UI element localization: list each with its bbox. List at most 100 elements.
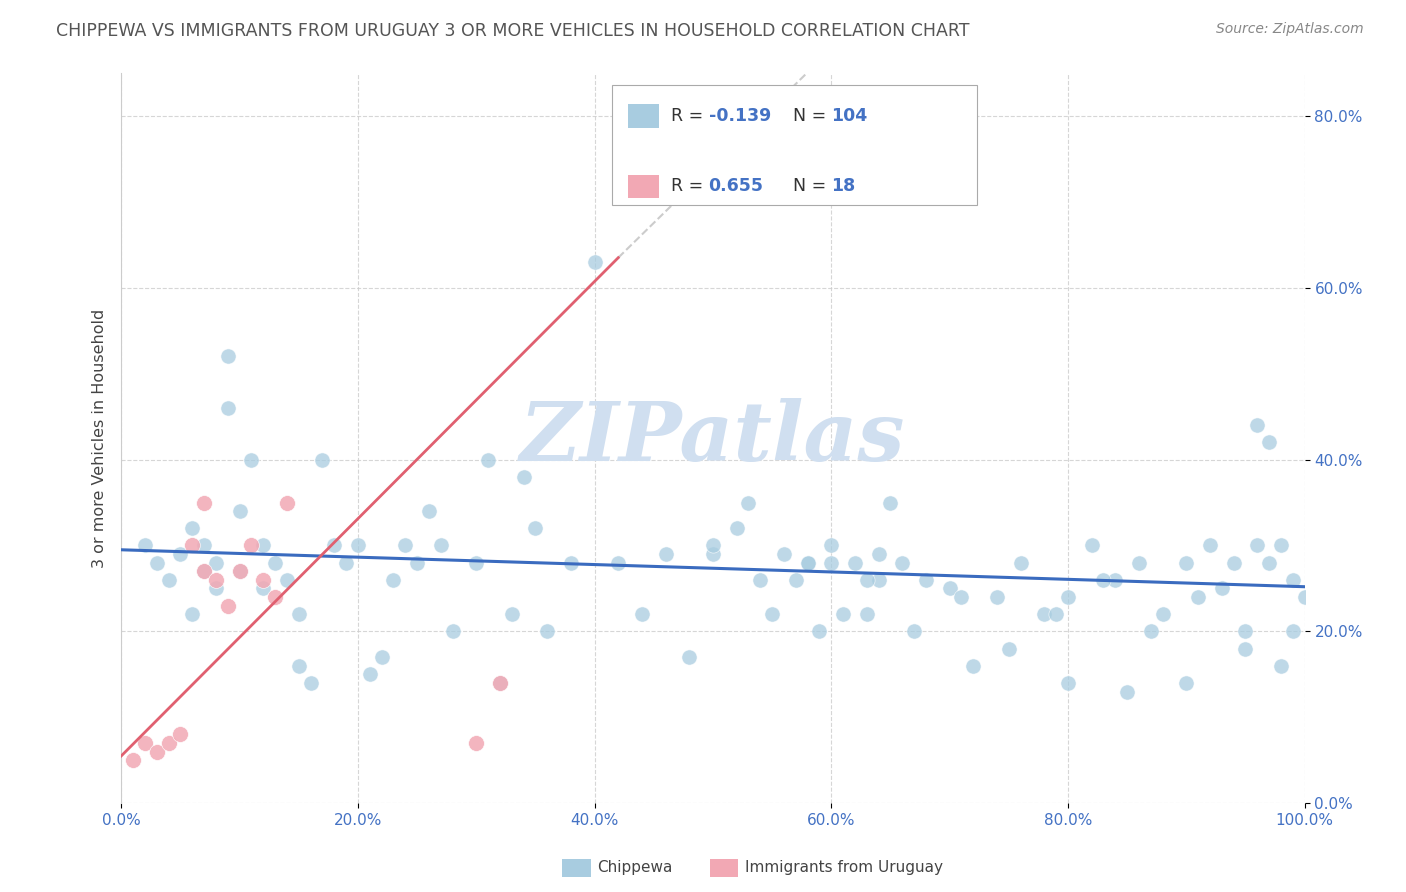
Point [1270, 658, 1292, 673]
Point [1258, 556, 1281, 570]
Point [938, 582, 960, 596]
Point [157, 573, 180, 587]
Point [725, 521, 748, 535]
Point [228, 564, 250, 578]
Point [193, 495, 215, 509]
Point [169, 727, 191, 741]
Point [489, 676, 512, 690]
Point [1282, 573, 1305, 587]
Text: R =: R = [671, 107, 709, 125]
Point [1104, 573, 1126, 587]
Text: -0.139: -0.139 [709, 107, 770, 125]
Point [134, 539, 156, 553]
Point [406, 556, 429, 570]
Point [465, 556, 488, 570]
Point [1234, 641, 1257, 656]
Point [1246, 418, 1268, 433]
Point [441, 624, 464, 639]
Point [702, 539, 724, 553]
Text: ZIPatlas: ZIPatlas [520, 398, 905, 478]
Text: Chippewa: Chippewa [598, 861, 673, 875]
Point [157, 736, 180, 750]
Point [1211, 582, 1233, 596]
Point [583, 255, 606, 269]
Point [359, 667, 381, 681]
Point [217, 350, 239, 364]
Text: Immigrants from Uruguay: Immigrants from Uruguay [745, 861, 943, 875]
Point [737, 495, 759, 509]
Y-axis label: 3 or more Vehicles in Household: 3 or more Vehicles in Household [93, 309, 107, 567]
Point [228, 564, 250, 578]
Point [1175, 556, 1198, 570]
Point [169, 547, 191, 561]
Point [193, 564, 215, 578]
Point [429, 539, 451, 553]
Point [1010, 556, 1032, 570]
Point [205, 573, 228, 587]
Point [879, 495, 901, 509]
Point [808, 624, 831, 639]
Point [1270, 539, 1292, 553]
Point [1128, 556, 1150, 570]
Point [1282, 624, 1305, 639]
Text: N =: N = [793, 178, 832, 195]
Point [702, 547, 724, 561]
Point [264, 590, 287, 604]
Point [311, 452, 333, 467]
Point [1080, 539, 1102, 553]
Point [950, 590, 973, 604]
Point [276, 495, 298, 509]
Point [678, 650, 700, 665]
Point [962, 658, 984, 673]
Point [228, 504, 250, 518]
Point [1294, 590, 1316, 604]
Point [1057, 676, 1080, 690]
Point [335, 556, 357, 570]
Point [217, 401, 239, 415]
Point [868, 573, 890, 587]
Point [631, 607, 654, 622]
Point [1222, 556, 1244, 570]
Point [1092, 573, 1115, 587]
Point [560, 556, 582, 570]
Point [761, 607, 783, 622]
Point [1033, 607, 1056, 622]
Point [844, 556, 866, 570]
Point [382, 573, 405, 587]
Point [145, 745, 167, 759]
Point [1116, 684, 1139, 698]
Point [205, 582, 228, 596]
Point [796, 556, 818, 570]
Point [134, 736, 156, 750]
Point [145, 556, 167, 570]
Point [181, 539, 204, 553]
Point [477, 452, 499, 467]
Point [287, 658, 309, 673]
Point [418, 504, 440, 518]
Point [1139, 624, 1161, 639]
Point [122, 753, 145, 767]
Text: 18: 18 [831, 178, 855, 195]
Point [1057, 590, 1080, 604]
Point [855, 607, 877, 622]
Point [205, 556, 228, 570]
Point [891, 556, 914, 570]
Point [536, 624, 558, 639]
Point [1152, 607, 1174, 622]
Point [820, 539, 842, 553]
Point [773, 547, 796, 561]
Point [512, 469, 534, 483]
Point [1246, 539, 1268, 553]
Text: Source: ZipAtlas.com: Source: ZipAtlas.com [1216, 22, 1364, 37]
Text: N =: N = [793, 107, 832, 125]
Point [323, 539, 346, 553]
Text: 0.655: 0.655 [709, 178, 763, 195]
Point [702, 109, 724, 123]
Point [1258, 435, 1281, 450]
Point [252, 582, 274, 596]
Point [299, 676, 322, 690]
Point [832, 607, 855, 622]
Point [607, 556, 630, 570]
Point [240, 452, 263, 467]
Text: R =: R = [671, 178, 709, 195]
